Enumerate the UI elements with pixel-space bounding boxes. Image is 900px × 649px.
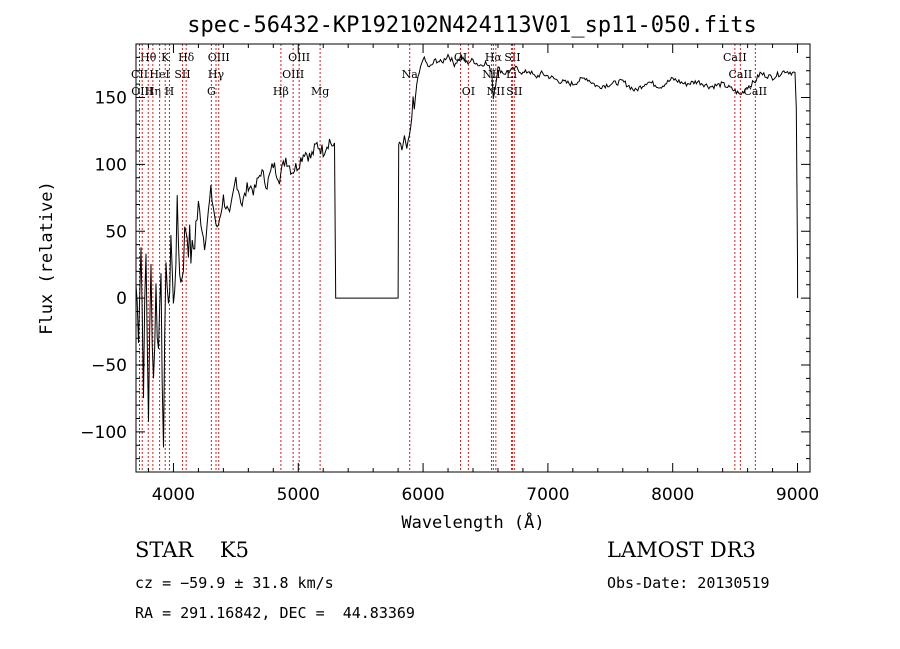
x-tick-label: 9000 [776,485,819,505]
y-tick-label: 50 [105,222,127,242]
line-marker-label: Hα [485,51,503,64]
line-marker-label: SII [174,68,190,81]
line-marker-label: Mg [311,85,329,98]
x-tick-label: 5000 [277,485,320,505]
line-marker-label: K [161,51,170,64]
line-marker-label: SII [506,85,522,98]
y-tick-label: −50 [91,356,127,376]
line-marker-label: Li [506,68,517,81]
line-marker-label: H [165,85,175,98]
y-axis-label: Flux (relative) [37,181,57,335]
x-tick-label: 4000 [152,485,195,505]
object-class: STAR K5 [135,538,249,562]
line-marker-label: HeI [149,68,169,81]
plot-frame [135,43,811,473]
survey-name: LAMOST DR3 [607,538,756,562]
line-marker-label: CaII [723,51,747,64]
line-marker-label: G [207,85,216,98]
x-tick-label: 7000 [526,485,569,505]
line-marker-label: CII [131,68,148,81]
line-marker-label: Hη [145,85,161,98]
line-marker-label: OIII [282,68,304,81]
line-marker-label: Hγ [208,68,225,81]
coordinates: RA = 291.16842, DEC = 44.83369 [135,604,415,622]
redshift-velocity: cz = −59.9 ± 31.8 km/s [135,574,334,592]
line-marker-label: OI [462,85,475,98]
line-marker-label: Hβ [273,85,289,98]
y-tick-label: 0 [116,289,127,309]
line-marker-label: OIII [288,51,310,64]
line-marker-label: NII [487,85,505,98]
observation-date: Obs-Date: 20130519 [607,574,770,592]
line-marker-label: Na [402,68,419,81]
y-tick-label: 150 [95,89,127,109]
line-marker-label: Hδ [178,51,195,64]
line-marker-label: OIII [131,85,153,98]
line-marker-label: CaII [729,68,753,81]
line-marker-label: OIII [208,51,230,64]
line-marker-label: CaII [743,85,767,98]
x-axis-label: Wavelength (Å) [401,511,544,533]
chart-title: spec-56432-KP192102N424113V01_sp11-050.f… [187,13,757,38]
line-marker-label: SII [504,51,520,64]
x-tick-label: 6000 [401,485,444,505]
x-tick-label: 8000 [651,485,694,505]
spectrum-line [136,53,799,448]
y-tick-label: −100 [80,423,127,443]
y-tick-label: 100 [95,155,127,175]
